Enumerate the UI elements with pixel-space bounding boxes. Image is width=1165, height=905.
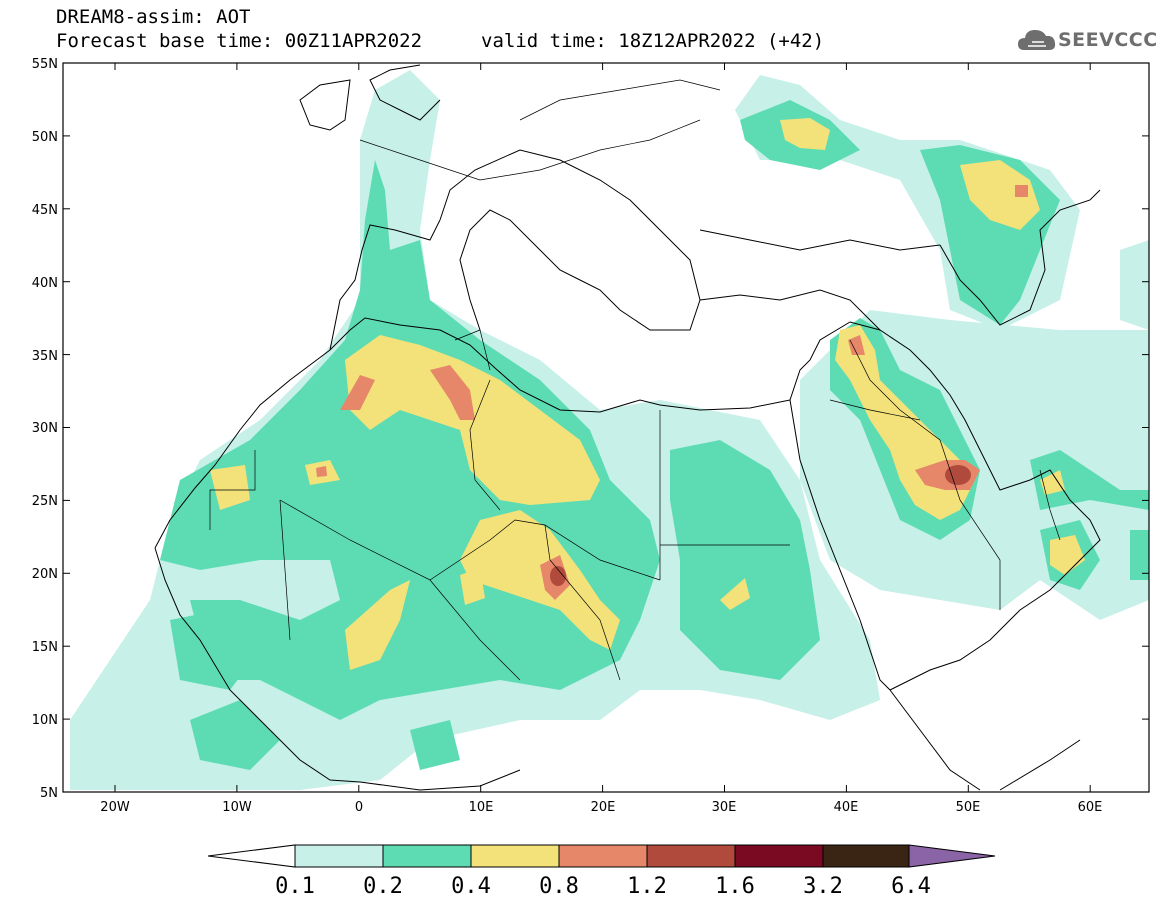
lon-label-40e: 40E [834, 800, 859, 815]
colorbar-label-1: 0.2 [363, 874, 403, 899]
lat-label-25n: 25N [32, 494, 58, 509]
colorbar-label-5: 1.6 [715, 874, 755, 899]
colorbar-label-6: 3.2 [803, 874, 843, 899]
colorbar-swatch-1 [382, 844, 472, 868]
lat-label-15n: 15N [32, 640, 58, 655]
colorbar-under-arrow [207, 844, 296, 868]
lat-label-5n: 5N [40, 786, 58, 801]
lat-label-55n: 55N [32, 57, 58, 72]
lon-label-10e: 10E [469, 800, 494, 815]
coastlines [154, 64, 1101, 791]
lat-label-20n: 20N [32, 567, 58, 582]
dust-field [70, 70, 1149, 790]
colorbar-swatch-4 [646, 844, 736, 868]
valid-time: valid time: 18Z12APR2022 (+42) [481, 30, 825, 52]
borders [209, 79, 1061, 681]
colorbar-label-4: 1.2 [627, 874, 667, 899]
lon-label-20e: 20E [591, 800, 616, 815]
lat-label-10n: 10N [32, 713, 58, 728]
longitude-axis: 20W 10W 0 10E 20E 30E 40E 50E 60E [100, 800, 1102, 815]
lat-label-40n: 40N [32, 276, 58, 291]
lon-label-60e: 60E [1078, 800, 1103, 815]
colorbar-label-2: 0.4 [451, 874, 491, 899]
axis-ticks [63, 62, 1149, 793]
lon-label-30e: 30E [712, 800, 737, 815]
colorbar-swatch-0 [294, 844, 384, 868]
lon-label-20w: 20W [100, 800, 130, 815]
colorbar-swatch-3 [558, 844, 648, 868]
colorbar-swatch-5 [734, 844, 824, 868]
colorbar-over-arrow [908, 844, 996, 868]
lat-label-35n: 35N [32, 349, 58, 364]
lon-label-50e: 50E [956, 800, 981, 815]
colorbar-label-7: 6.4 [891, 874, 931, 899]
latitude-axis: 55N 50N 45N 40N 35N 30N 25N 20N 15N 10N … [32, 57, 58, 801]
colorbar-label-3: 0.8 [539, 874, 579, 899]
lat-label-50n: 50N [32, 130, 58, 145]
colorbar-label-0: 0.1 [275, 874, 315, 899]
colorbar-swatch-6 [822, 844, 910, 868]
lat-label-30n: 30N [32, 421, 58, 436]
lon-label-10w: 10W [222, 800, 252, 815]
colorbar: 0.1 0.2 0.4 0.8 1.2 1.6 3.2 6.4 [207, 844, 996, 899]
colorbar-swatch-2 [470, 844, 560, 868]
logo-text: SEEVCCC [1058, 29, 1158, 51]
forecast-base-time: Forecast base time: 00Z11APR2022 [56, 30, 423, 52]
lon-label-0: 0 [355, 800, 363, 815]
map-title: DREAM8-assim: AOT [56, 6, 251, 28]
cloud-logo-icon [1018, 30, 1056, 50]
lat-label-45n: 45N [32, 203, 58, 218]
